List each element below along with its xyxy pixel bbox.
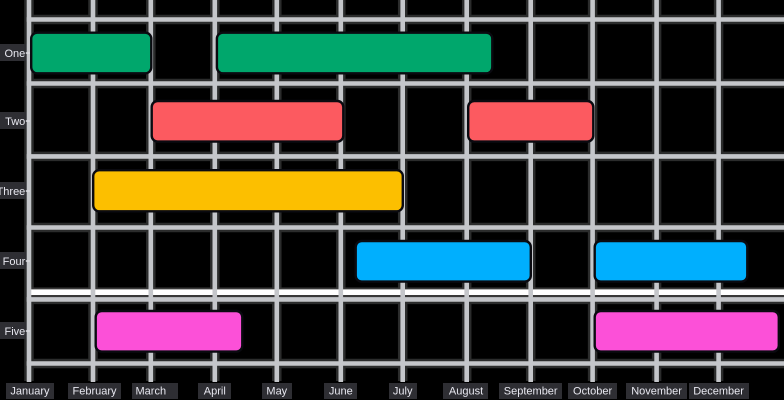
svg-text:April: April [204, 386, 226, 398]
svg-text:October: October [573, 386, 612, 398]
svg-text:August: August [449, 386, 483, 398]
svg-text:February: February [72, 386, 117, 398]
svg-text:March: March [136, 386, 167, 398]
svg-text:May: May [266, 386, 287, 398]
svg-text:January: January [10, 386, 50, 398]
svg-text:One: One [5, 48, 26, 60]
svg-text:September: September [504, 386, 558, 398]
svg-text:December: December [693, 386, 744, 398]
svg-text:Three: Three [0, 186, 25, 198]
svg-text:June: June [329, 386, 353, 398]
svg-text:Four: Four [3, 256, 26, 268]
svg-text:November: November [631, 386, 682, 398]
svg-text:Five: Five [5, 326, 26, 338]
svg-text:July: July [393, 386, 413, 398]
svg-text:Two: Two [5, 116, 25, 128]
